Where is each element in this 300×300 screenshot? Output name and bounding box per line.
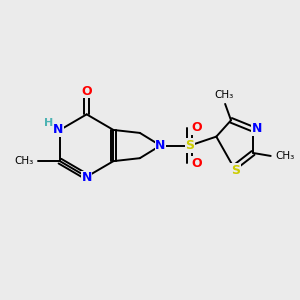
Text: O: O	[191, 157, 202, 170]
Text: CH₃: CH₃	[214, 90, 233, 100]
Text: N: N	[53, 123, 64, 136]
Text: CH₃: CH₃	[275, 151, 294, 161]
Text: N: N	[155, 139, 166, 152]
Text: CH₃: CH₃	[14, 156, 34, 166]
Text: S: S	[231, 164, 240, 177]
Text: O: O	[81, 85, 92, 98]
Text: N: N	[82, 171, 92, 184]
Text: N: N	[251, 122, 262, 135]
Text: S: S	[185, 139, 194, 152]
Text: O: O	[191, 121, 202, 134]
Text: H: H	[44, 118, 53, 128]
